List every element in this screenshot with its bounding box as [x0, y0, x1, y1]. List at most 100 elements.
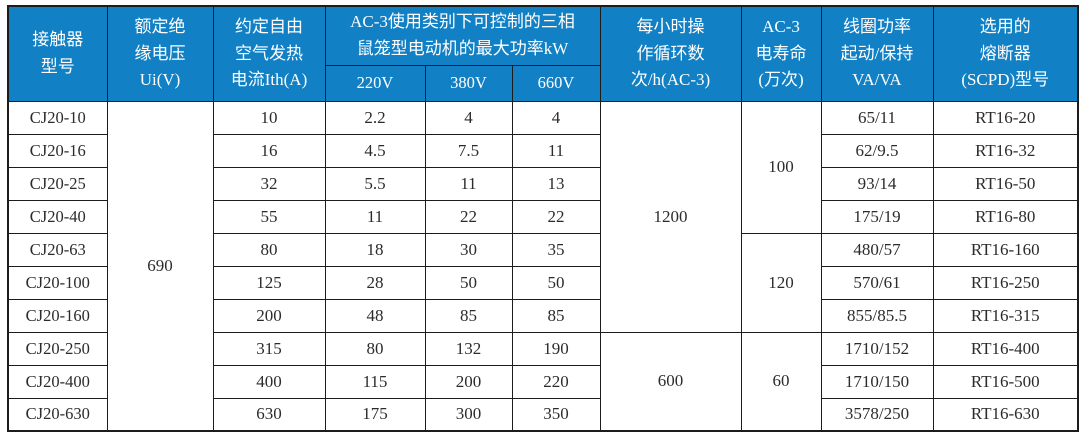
cell-coil: 1710/152	[820, 331, 934, 366]
header-row-2: 220V 380V 660V	[8, 64, 1078, 102]
cell-power-380v: 30	[424, 232, 513, 267]
header-220v: 220V	[324, 64, 426, 102]
cell-coil: 855/85.5	[820, 298, 934, 333]
cell-coil: 65/11	[820, 100, 934, 135]
table-row: CJ20-25 32 5.5 11 13 93/14 RT16-50	[7, 166, 1079, 201]
cell-power-220v: 48	[324, 298, 426, 333]
cell-ith: 125	[212, 265, 326, 300]
table-row: CJ20-16 16 4.5 7.5 11 62/9.5 RT16-32	[7, 133, 1079, 168]
cell-power-380v: 85	[424, 298, 513, 333]
table-body: CJ20-10 690 10 2.2 4 4 1200 100 65/11 RT16-20 CJ20…	[7, 100, 1079, 432]
cell-model: CJ20-630	[7, 397, 108, 432]
table-row: CJ20-400 400 115 200 220 1710/150 RT16-500	[7, 364, 1079, 399]
cell-power-660v: 35	[511, 232, 601, 267]
cell-ith: 55	[212, 199, 326, 234]
cell-power-660v: 50	[511, 265, 601, 300]
cell-ith: 200	[212, 298, 326, 333]
header-life: AC-3 电寿命 (万次)	[740, 5, 822, 102]
contactor-spec-table: 接触器 型号 额定绝 缘电压 Ui(V) 约定自由 空气发热 电流Ith(A) …	[7, 5, 1079, 432]
header-ui: 额定绝 缘电压 Ui(V)	[106, 5, 214, 102]
cell-model: CJ20-16	[7, 133, 108, 168]
cell-ith: 32	[212, 166, 326, 201]
cell-power-380v: 300	[424, 397, 513, 432]
cell-power-220v: 4.5	[324, 133, 426, 168]
cell-coil: 3578/250	[820, 397, 934, 432]
cell-model: CJ20-40	[7, 199, 108, 234]
cell-power-660v: 22	[511, 199, 601, 234]
cell-model: CJ20-10	[7, 100, 108, 135]
cell-model: CJ20-25	[7, 166, 108, 201]
cell-power-220v: 28	[324, 265, 426, 300]
cell-power-660v: 350	[511, 397, 601, 432]
cell-model: CJ20-160	[7, 298, 108, 333]
cell-fuse: RT16-32	[932, 133, 1079, 168]
header-660v: 660V	[511, 64, 601, 102]
table-row: CJ20-250 315 80 132 190 600 60 1710/152 RT16-400	[7, 331, 1079, 432]
cell-model: CJ20-400	[7, 364, 108, 399]
cell-ith: 315	[212, 331, 326, 366]
header-power-group: AC-3使用类别下可控制的三相 鼠笼型电动机的最大功率kW	[324, 5, 601, 66]
cell-power-220v: 11	[324, 199, 426, 234]
table-row: CJ20-630 630 175 300 350 3578/250 RT16-630	[7, 397, 1079, 432]
cell-fuse: RT16-160	[932, 232, 1079, 267]
cell-power-220v: 115	[324, 364, 426, 399]
cell-cycles: 1200	[599, 100, 742, 333]
cell-coil: 62/9.5	[820, 133, 934, 168]
cell-power-220v: 175	[324, 397, 426, 432]
cell-fuse: RT16-630	[932, 397, 1079, 432]
cell-cycles: 600	[599, 331, 742, 432]
cell-fuse: RT16-315	[932, 298, 1079, 333]
cell-model: CJ20-100	[7, 265, 108, 300]
cell-model: CJ20-63	[7, 232, 108, 267]
header-380v: 380V	[424, 64, 513, 102]
cell-coil: 570/61	[820, 265, 934, 300]
cell-ith: 630	[212, 397, 326, 432]
cell-power-660v: 11	[511, 133, 601, 168]
cell-fuse: RT16-400	[932, 331, 1079, 366]
cell-fuse: RT16-250	[932, 265, 1079, 300]
cell-power-660v: 190	[511, 331, 601, 366]
header-row-1: 接触器 型号 额定绝 缘电压 Ui(V) 约定自由 空气发热 电流Ith(A) …	[7, 5, 1079, 102]
cell-power-220v: 18	[324, 232, 426, 267]
table-row: CJ20-160 200 48 85 85 855/85.5 RT16-315	[7, 298, 1079, 333]
cell-power-220v: 5.5	[324, 166, 426, 201]
cell-ith: 10	[212, 100, 326, 135]
cell-life: 100	[740, 100, 822, 234]
cell-model: CJ20-250	[7, 331, 108, 366]
cell-coil: 1710/150	[820, 364, 934, 399]
cell-fuse: RT16-80	[932, 199, 1079, 234]
table-row: CJ20-40 55 11 22 22 175/19 RT16-80	[7, 199, 1079, 234]
cell-ui: 690	[106, 100, 214, 432]
cell-ith: 400	[212, 364, 326, 399]
cell-power-380v: 22	[424, 199, 513, 234]
cell-power-380v: 7.5	[424, 133, 513, 168]
cell-power-380v: 4	[424, 100, 513, 135]
table-row: CJ20-100 125 28 50 50 570/61 RT16-250	[7, 265, 1079, 300]
cell-fuse: RT16-500	[932, 364, 1079, 399]
cell-power-660v: 85	[511, 298, 601, 333]
cell-coil: 175/19	[820, 199, 934, 234]
cell-power-660v: 13	[511, 166, 601, 201]
header-ith: 约定自由 空气发热 电流Ith(A)	[212, 5, 326, 102]
cell-ith: 80	[212, 232, 326, 267]
cell-fuse: RT16-50	[932, 166, 1079, 201]
cell-power-660v: 220	[511, 364, 601, 399]
header-coil: 线圈功率 起动/保持 VA/VA	[820, 5, 934, 102]
table-header: 接触器 型号 额定绝 缘电压 Ui(V) 约定自由 空气发热 电流Ith(A) …	[7, 5, 1079, 102]
cell-ith: 16	[212, 133, 326, 168]
table-row: CJ20-63 80 18 30 35 120 480/57 RT16-160	[7, 232, 1079, 333]
cell-power-220v: 2.2	[324, 100, 426, 135]
header-fuse: 选用的 熔断器 (SCPD)型号	[932, 5, 1079, 102]
cell-power-380v: 132	[424, 331, 513, 366]
cell-power-220v: 80	[324, 331, 426, 366]
header-cycles: 每小时操 作循环数 次/h(AC-3)	[599, 5, 742, 102]
cell-power-380v: 200	[424, 364, 513, 399]
cell-coil: 93/14	[820, 166, 934, 201]
cell-life: 120	[740, 232, 822, 333]
cell-power-660v: 4	[511, 100, 601, 135]
cell-fuse: RT16-20	[932, 100, 1079, 135]
header-model: 接触器 型号	[7, 5, 108, 102]
cell-power-380v: 11	[424, 166, 513, 201]
cell-coil: 480/57	[820, 232, 934, 267]
